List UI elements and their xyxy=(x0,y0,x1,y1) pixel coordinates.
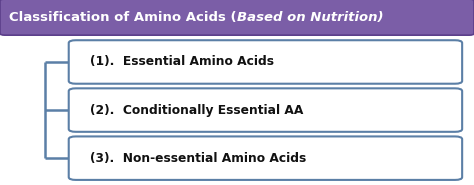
FancyBboxPatch shape xyxy=(69,40,462,84)
Text: (3).  Non-essential Amino Acids: (3). Non-essential Amino Acids xyxy=(90,152,306,165)
Text: Classification of Amino Acids (: Classification of Amino Acids ( xyxy=(9,11,237,24)
Text: (2).  Conditionally Essential AA: (2). Conditionally Essential AA xyxy=(90,104,303,117)
FancyBboxPatch shape xyxy=(0,0,474,35)
Text: (1).  Essential Amino Acids: (1). Essential Amino Acids xyxy=(90,56,274,68)
Text: Based on Nutrition): Based on Nutrition) xyxy=(237,11,383,24)
FancyBboxPatch shape xyxy=(69,88,462,132)
FancyBboxPatch shape xyxy=(69,137,462,180)
